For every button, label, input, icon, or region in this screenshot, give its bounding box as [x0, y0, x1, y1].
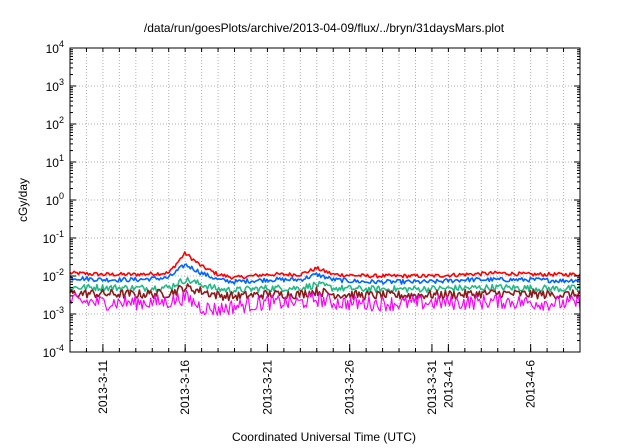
y-tick-label: 10-4 — [43, 343, 64, 360]
y-tick-label: 104 — [46, 39, 64, 56]
x-tick-label: 2013-3-21 — [260, 360, 274, 415]
y-tick-label: 10-2 — [43, 267, 64, 284]
y-axis-label: cGy/day — [16, 178, 30, 222]
y-tick-label: 100 — [46, 191, 64, 208]
series-group — [69, 251, 581, 316]
chart-title: /data/run/goesPlots/archive/2013-04-09/f… — [144, 21, 505, 35]
series-line-5 — [69, 289, 581, 316]
y-tick-label: 102 — [46, 115, 64, 132]
y-tick-label: 10-1 — [43, 229, 64, 246]
series-line-2 — [69, 263, 581, 285]
x-tick-label: 2013-3-16 — [178, 360, 192, 415]
plot-frame — [69, 47, 581, 353]
series-line-4 — [69, 283, 581, 302]
y-tick-label: 101 — [46, 153, 64, 170]
x-tick-label: 2013-4-1 — [441, 360, 455, 408]
x-tick-label: 2013-3-11 — [96, 360, 110, 414]
y-tick-label: 103 — [46, 77, 64, 94]
x-axis-label: Coordinated Universal Time (UTC) — [232, 430, 416, 444]
x-tick-label: 2013-4-6 — [524, 360, 538, 408]
axes: 10-4 10-3 10-2 10-1 100 101 102 103 104 2013-3-11… — [43, 39, 581, 415]
y-tick-label: 10-3 — [43, 305, 64, 322]
series-line-1 — [69, 251, 581, 280]
grid — [70, 48, 580, 352]
x-tick-label: 2013-3-31 — [425, 360, 439, 415]
x-tick-label: 2013-3-26 — [343, 360, 357, 415]
